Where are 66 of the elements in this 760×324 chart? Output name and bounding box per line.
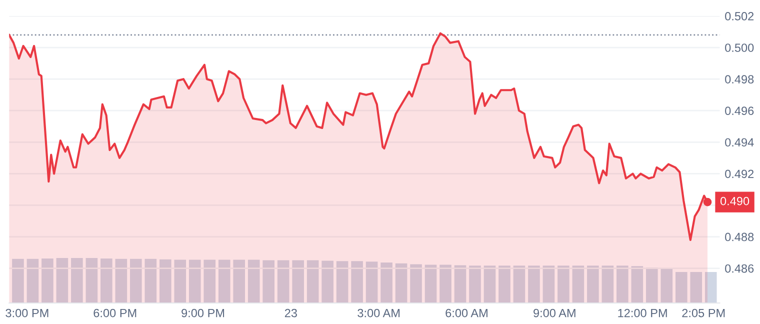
bar xyxy=(306,260,319,303)
bar xyxy=(26,258,39,303)
bar xyxy=(587,266,599,303)
bar xyxy=(174,260,186,303)
bar xyxy=(144,258,157,303)
bar xyxy=(395,263,408,303)
bar xyxy=(542,266,555,303)
bar xyxy=(704,272,717,303)
bar xyxy=(86,258,98,303)
bar xyxy=(351,261,363,303)
bar xyxy=(100,258,112,303)
bar xyxy=(71,258,83,303)
bar xyxy=(646,267,658,303)
bar xyxy=(292,260,304,303)
y-tick-label: 0.500 xyxy=(725,44,754,52)
x-tick-label: 9:00 AM xyxy=(534,308,576,318)
bar xyxy=(454,265,466,303)
bar xyxy=(631,266,644,303)
bar xyxy=(424,264,437,303)
bar xyxy=(130,258,142,303)
x-tick-label: 3:00 PM xyxy=(6,308,48,318)
bar xyxy=(513,266,526,303)
y-tick-label: 0.494 xyxy=(725,138,754,147)
bar xyxy=(322,260,334,303)
y-tick-label: 0.498 xyxy=(725,75,754,84)
bar xyxy=(56,258,68,303)
bar xyxy=(218,260,230,303)
bar xyxy=(12,258,24,303)
bar xyxy=(675,272,688,303)
bar xyxy=(690,272,702,303)
bar xyxy=(262,260,274,303)
bar xyxy=(366,262,378,303)
y-tick-label: 0.488 xyxy=(725,232,754,242)
bar xyxy=(410,264,422,303)
y-tick-label: 0.496 xyxy=(725,106,754,116)
bar xyxy=(159,259,172,303)
x-tick-label: 12:00 PM xyxy=(618,308,667,318)
bar xyxy=(233,260,246,303)
y-tick-label: 0.492 xyxy=(725,170,754,178)
bar xyxy=(484,266,496,303)
bar xyxy=(277,260,290,303)
bar xyxy=(115,258,128,303)
annotation: 0.490 xyxy=(720,196,750,206)
bar xyxy=(616,266,628,303)
bar xyxy=(558,266,570,303)
bar xyxy=(528,266,540,303)
bar xyxy=(572,266,584,303)
bar xyxy=(660,268,673,303)
x-tick-label: 3:00 AM xyxy=(358,308,400,318)
bar xyxy=(602,266,614,303)
bar xyxy=(440,264,452,303)
x-tick-label: 23 xyxy=(284,308,297,318)
x-tick-label: 2:05 PM xyxy=(682,308,725,318)
x-tick-label: 6:00 PM xyxy=(94,308,136,318)
bar xyxy=(336,261,348,303)
bar xyxy=(248,260,260,303)
bar xyxy=(42,258,54,303)
bar xyxy=(204,260,216,303)
bar xyxy=(380,262,392,303)
y-tick-label: 0.502 xyxy=(725,12,754,20)
x-tick-label: 9:00 PM xyxy=(182,308,224,318)
bar xyxy=(498,266,510,303)
y-tick-label: 0.486 xyxy=(725,264,754,273)
x-tick-label: 6:00 AM xyxy=(446,308,488,318)
bar xyxy=(469,266,481,303)
bar xyxy=(188,260,201,303)
